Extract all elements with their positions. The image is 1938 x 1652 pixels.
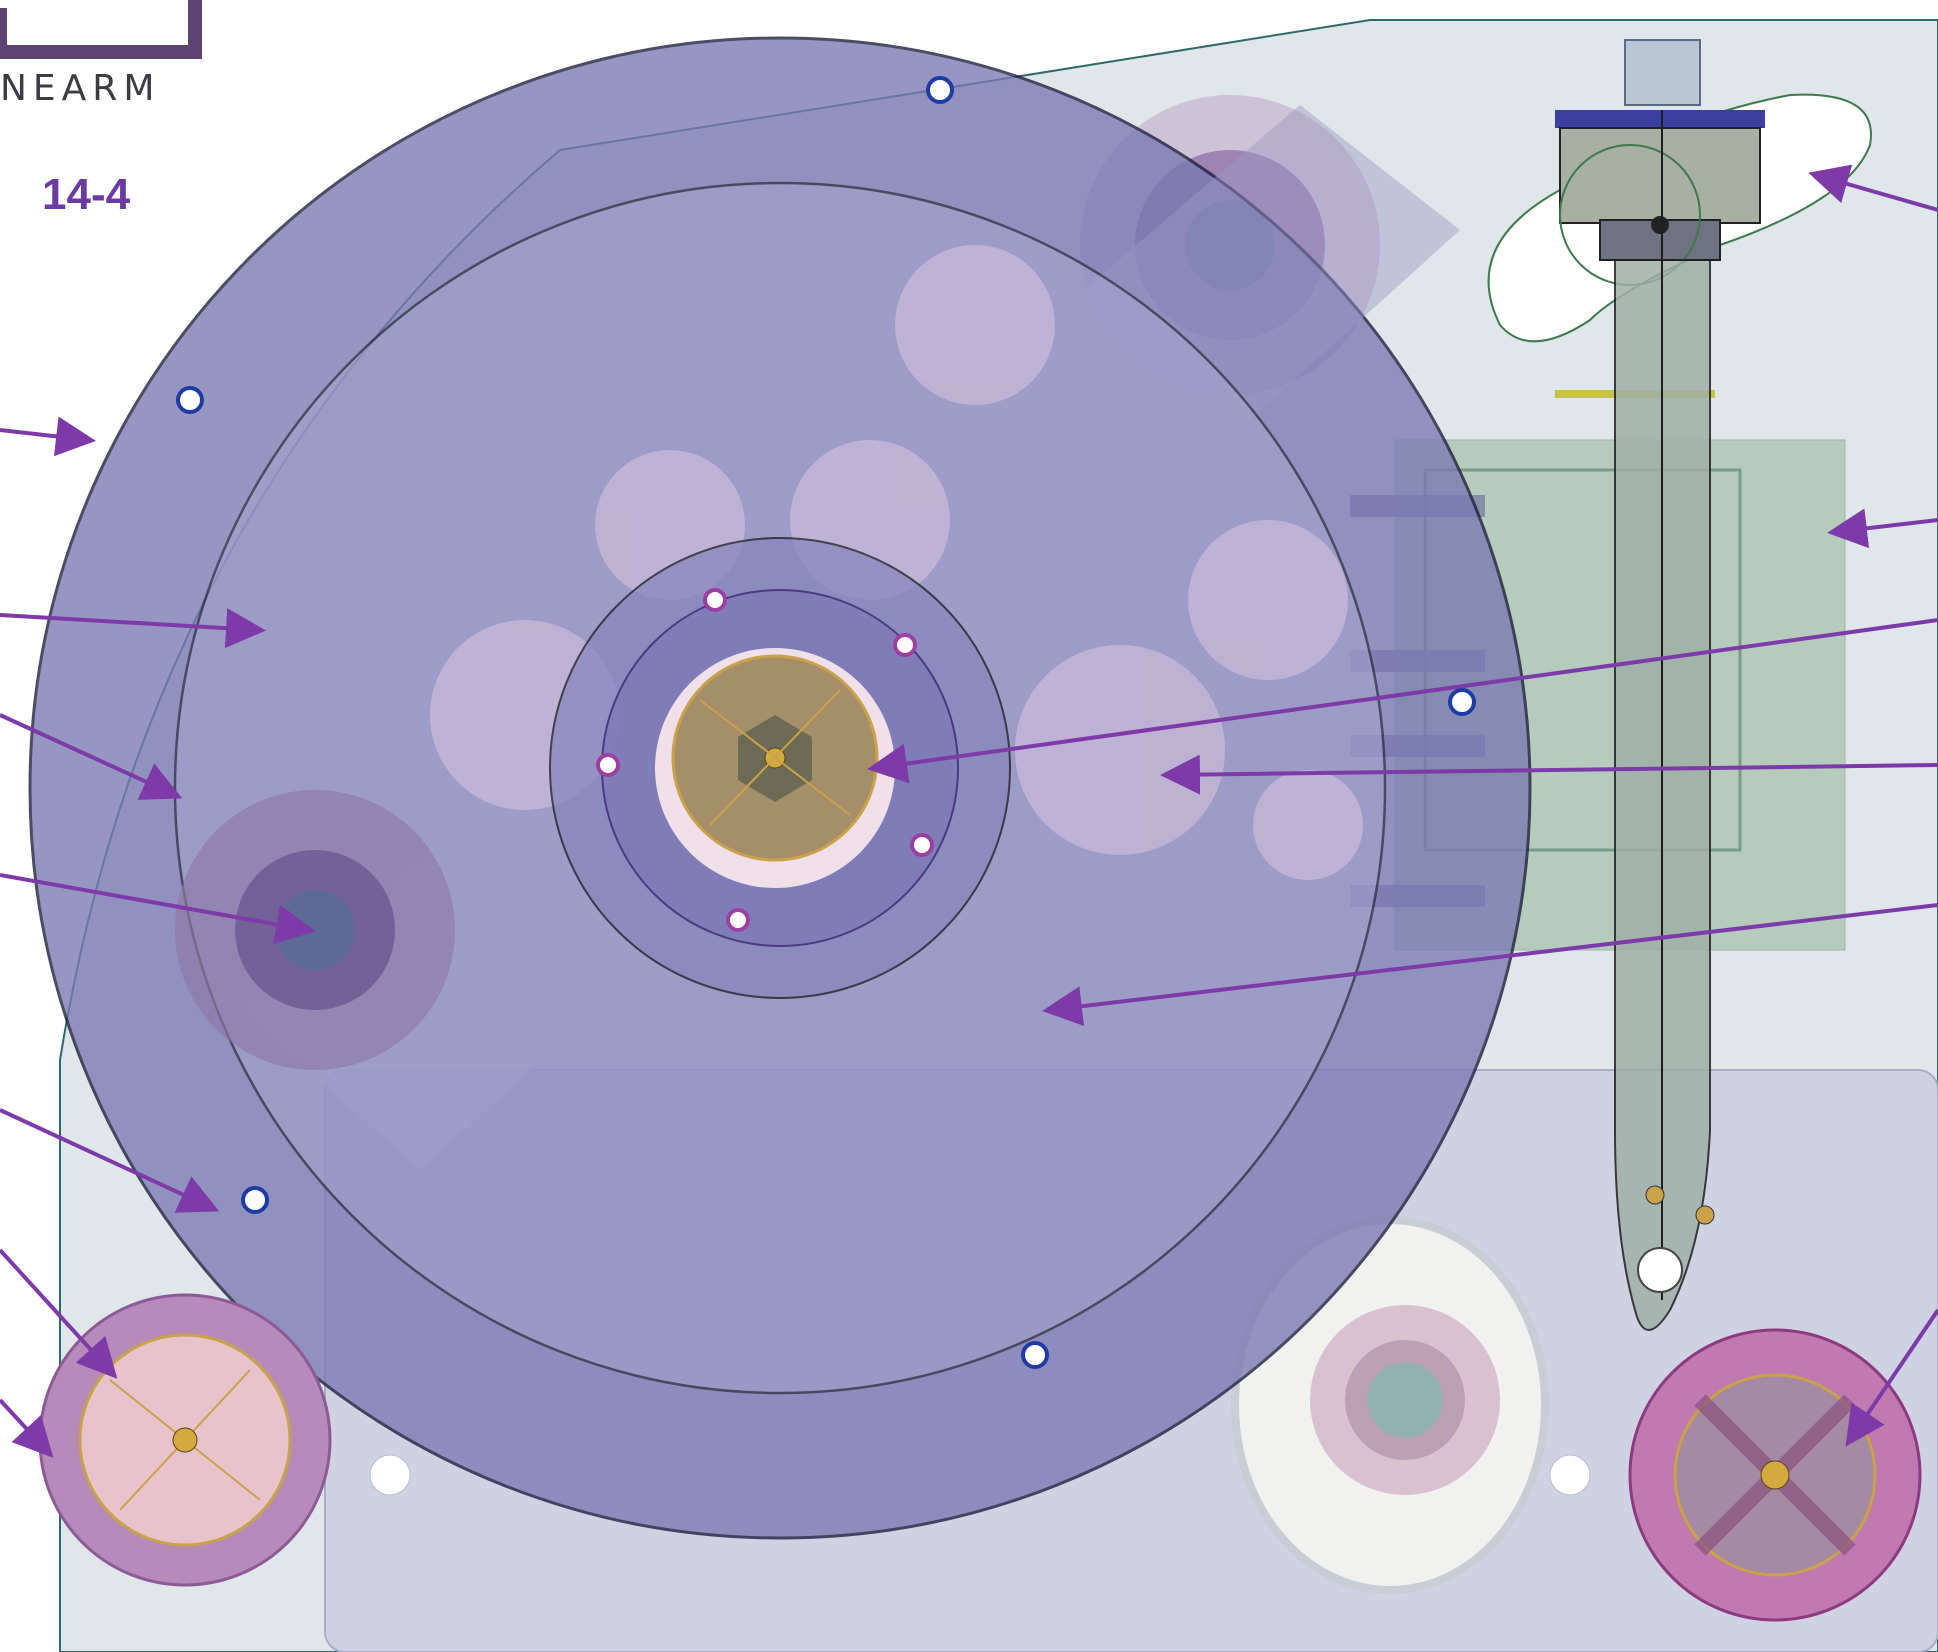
left-motor-pulley (175, 790, 455, 1070)
callout-armboard (1827, 508, 1938, 549)
callout-platter-lower-area (1042, 903, 1938, 1027)
plinth-dot-left (369, 1454, 411, 1496)
callout-arrows (0, 164, 1938, 1458)
callout-platter-lower-screw (0, 1108, 220, 1213)
callout-right-foot (1845, 1308, 1938, 1447)
tonearm-finger-lift (1637, 1247, 1683, 1293)
brand-text: NEARM (0, 68, 161, 109)
callout-platter-rim (0, 416, 96, 457)
callout-platter-edge-hole (0, 713, 183, 800)
callout-platter-surface (0, 608, 266, 649)
left-foot (38, 1293, 332, 1587)
headshell-screw-left (1645, 1185, 1665, 1205)
callout-tonearm-counterweight (1808, 164, 1938, 212)
spindle-cross-2 (709, 689, 841, 826)
callout-spindle-bearing (867, 618, 1938, 784)
figure-id: 14-4 (42, 170, 131, 219)
callout-left-foot (0, 1248, 118, 1379)
callout-left-foot-edge (0, 1398, 54, 1458)
right-foot (1628, 1328, 1922, 1622)
headshell-screw-right (1695, 1205, 1715, 1225)
plinth-dot-right (1549, 1454, 1591, 1496)
logo-frame (0, 0, 202, 59)
callout-subplatter-disc (1160, 754, 1938, 795)
subplatter-bolts (596, 588, 934, 932)
callout-left-motor-pulley (0, 873, 316, 945)
platter-rim-screws (176, 76, 1476, 1369)
